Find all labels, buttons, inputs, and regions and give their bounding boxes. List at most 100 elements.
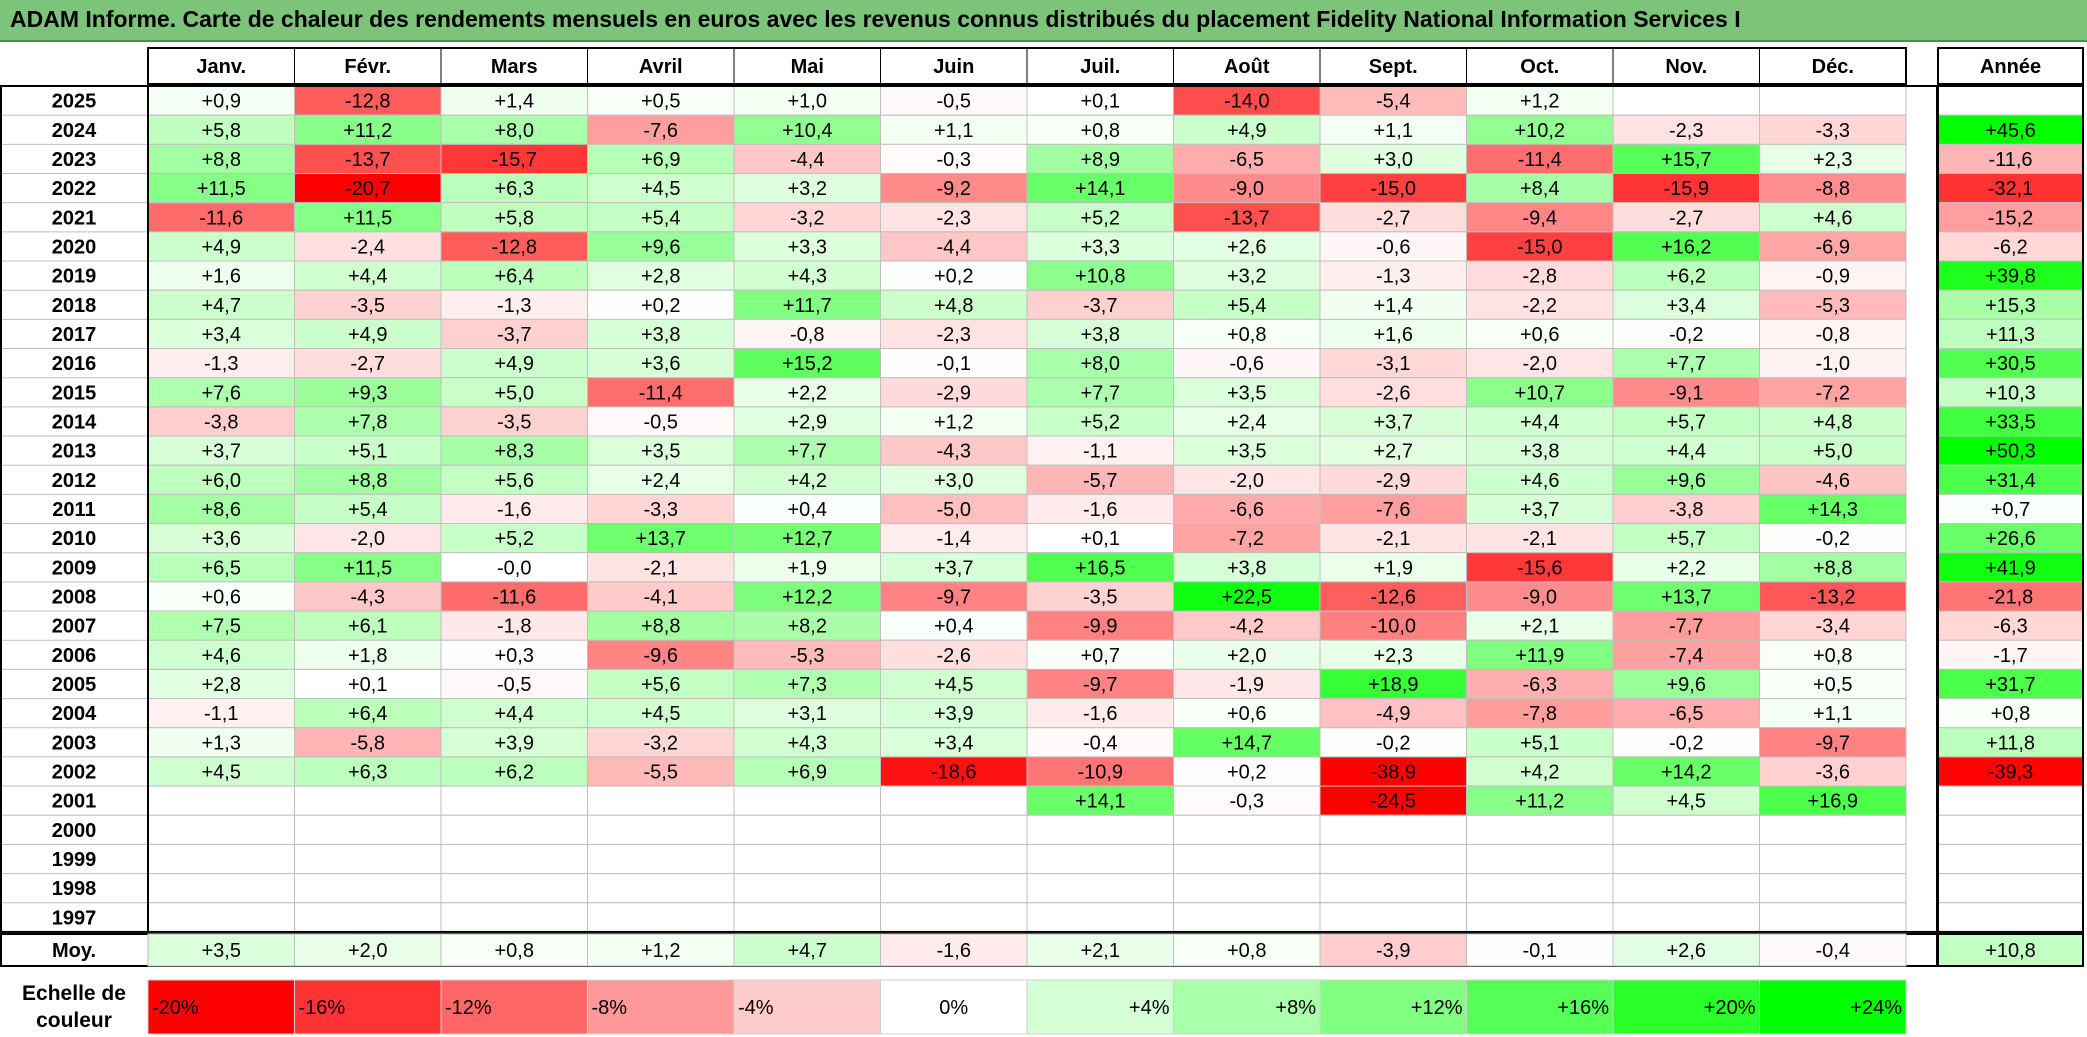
heatmap-cell-value: -4,3 — [351, 586, 385, 608]
heatmap-cell-value: +3,9 — [934, 703, 973, 725]
annual-header-label: Année — [1980, 56, 2041, 78]
heatmap-cell-value: +16,2 — [1661, 236, 1712, 258]
heatmap-cell — [294, 289, 442, 320]
heatmap-cell — [1759, 85, 1907, 116]
heatmap-cell-value: +6,2 — [495, 761, 534, 783]
heatmap-cell — [1466, 873, 1614, 904]
heatmap-cell-value: +0,1 — [1081, 528, 1120, 550]
row-year-label: 2010 — [52, 528, 97, 550]
annual-cell-value: +10,3 — [1985, 382, 2036, 404]
row-year-label: 1997 — [52, 907, 97, 929]
color-scale-swatch — [147, 979, 295, 1035]
heatmap-cell-value: +11,5 — [197, 178, 246, 200]
heatmap-cell-value: -2,0 — [1523, 353, 1557, 375]
heatmap-cell — [587, 610, 735, 641]
heatmap-cell-value: -3,5 — [1083, 586, 1117, 608]
heatmap-cell-value: +0,1 — [1081, 91, 1120, 113]
heatmap-cell — [1466, 202, 1614, 233]
annual-cell — [1937, 348, 2084, 379]
annual-cell-value: -1,7 — [1993, 645, 2027, 667]
heatmap-cell-value: -3,5 — [497, 411, 531, 433]
heatmap-cell-value: +3,8 — [641, 324, 680, 346]
row-year-label: 2016 — [52, 353, 97, 375]
heatmap-cell — [1612, 581, 1760, 612]
heatmap-cell — [1612, 814, 1760, 845]
heatmap-cell — [1319, 668, 1467, 700]
color-scale-label: +8% — [1275, 997, 1316, 1019]
heatmap-cell — [147, 814, 295, 845]
heatmap-cell-value: +8,4 — [1520, 178, 1559, 200]
heatmap-cell-value: +4,6 — [1813, 207, 1852, 229]
heatmap-cell — [1466, 289, 1614, 320]
heatmap-cell-value: +5,1 — [348, 441, 387, 463]
heatmap-cell — [880, 814, 1028, 845]
heatmap-cell — [1319, 231, 1467, 262]
heatmap-cell — [294, 493, 442, 525]
heatmap-cell-value: -0,3 — [1230, 791, 1264, 813]
heatmap-cell — [440, 843, 588, 875]
heatmap-cell — [440, 202, 588, 233]
heatmap-cell-value: -5,8 — [351, 732, 385, 754]
heatmap-cell-value: +0,4 — [934, 616, 973, 638]
heatmap-cell-value: +7,8 — [348, 411, 387, 433]
heatmap-cell-value: +4,2 — [788, 470, 827, 492]
average-cell-value: +4,7 — [788, 940, 827, 962]
heatmap-cell-value: +11,2 — [343, 120, 392, 142]
heatmap-cell — [880, 143, 1028, 175]
heatmap-cell-value: +4,4 — [495, 703, 534, 725]
heatmap-cell-value: -12,8 — [345, 91, 391, 113]
heatmap-cell-value: +6,0 — [202, 470, 241, 492]
heatmap-cell — [1759, 552, 1907, 583]
heatmap-cell-value: -3,2 — [644, 732, 678, 754]
heatmap-cell-value: -12,6 — [1370, 586, 1416, 608]
annual-cell-value: -6,2 — [1993, 236, 2027, 258]
heatmap-cell — [1173, 668, 1321, 700]
heatmap-cell-value: -24,5 — [1370, 791, 1416, 813]
heatmap-cell — [880, 202, 1028, 233]
heatmap-cell-value: +0,2 — [1227, 761, 1266, 783]
heatmap-cell — [880, 348, 1028, 379]
heatmap-cell — [1173, 173, 1321, 204]
heatmap-cell-value: -9,9 — [1083, 616, 1117, 638]
heatmap-cell-value: +13,7 — [1661, 586, 1712, 608]
heatmap-cell-value: -1,1 — [204, 703, 238, 725]
heatmap-cell — [147, 406, 295, 437]
heatmap-cell-value: +5,4 — [1227, 295, 1266, 317]
heatmap-cell — [1759, 727, 1907, 758]
annual-cell — [1937, 552, 2084, 583]
heatmap-cell-value: +10,8 — [1075, 266, 1126, 288]
heatmap-cell-value: +9,3 — [348, 382, 387, 404]
heatmap-cell-value: +5,2 — [495, 528, 534, 550]
heatmap-cell — [440, 377, 588, 408]
heatmap-cell-value: -2,7 — [351, 353, 385, 375]
heatmap-cell — [1466, 639, 1614, 670]
heatmap-cell-value: +7,7 — [788, 441, 827, 463]
heatmap-cell-value: +0,8 — [1813, 645, 1852, 667]
heatmap-cell — [733, 493, 881, 525]
heatmap-cell-value: -2,1 — [644, 557, 678, 579]
heatmap-cell — [733, 289, 881, 320]
heatmap-cell-value: -9,4 — [1523, 207, 1557, 229]
heatmap-cell — [1759, 435, 1907, 466]
heatmap-cell-value: +12,2 — [782, 586, 833, 608]
annual-cell — [1937, 814, 2084, 845]
average-cell — [733, 933, 881, 967]
heatmap-cell-value: +2,8 — [641, 266, 680, 288]
heatmap-cell — [587, 464, 735, 495]
month-header-3: Mars — [491, 56, 538, 78]
heatmap-cell — [1026, 318, 1174, 350]
heatmap-cell — [1612, 843, 1760, 875]
heatmap-cell-value: +1,4 — [1374, 295, 1413, 317]
heatmap-cell-value: -2,8 — [1523, 266, 1557, 288]
heatmap-cell — [1026, 289, 1174, 320]
annual-cell-value: +0,8 — [1991, 703, 2030, 725]
heatmap-cell — [1466, 523, 1614, 554]
annual-cell-value: +31,4 — [1985, 470, 2036, 492]
heatmap-cell-value: -6,3 — [1523, 674, 1557, 696]
heatmap-cell — [880, 435, 1028, 466]
heatmap-cell-value: +6,2 — [1667, 266, 1706, 288]
heatmap-cell-value: +14,2 — [1661, 761, 1712, 783]
heatmap-cell-value: +0,7 — [1081, 645, 1120, 667]
heatmap-cell — [1759, 202, 1907, 233]
heatmap-cell — [733, 231, 881, 262]
